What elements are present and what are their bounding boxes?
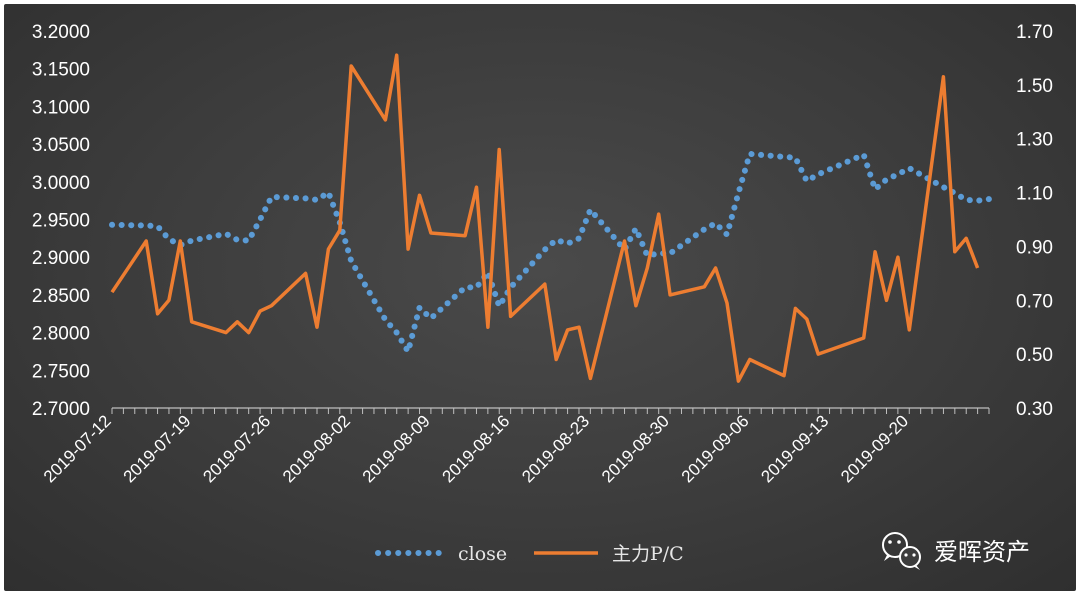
right-y-tick-label: 1.70 [1016,22,1053,43]
left-y-axis-ticks: 3.2000 3.1500 3.1000 3.0500 3.0000 2.9500 2.90… [32,22,90,420]
legend-label-close: close [458,543,507,565]
right-y-tick-label: 0.90 [1016,237,1053,258]
x-tick-label: 2019-07-26 [199,411,274,486]
left-y-tick-label: 2.9500 [32,211,90,232]
left-y-tick-label: 3.2000 [32,22,90,43]
legend-item-pc: 主力P/C [534,543,684,565]
x-tick-label: 2019-09-13 [757,411,832,486]
left-y-tick-label: 2.7000 [32,399,90,420]
left-y-tick-label: 2.8000 [32,324,90,345]
x-axis-ticks: 2019-07-12 2019-07-19 2019-07-26 2019-08-02… [40,411,912,486]
chart-panel: 3.2000 3.1500 3.1000 3.0500 3.0000 2.9500 2.90… [4,4,1076,591]
x-tick-label: 2019-09-06 [678,411,753,486]
series-line-pc [110,53,980,383]
x-tick-label: 2019-08-02 [279,411,354,486]
right-y-tick-label: 1.50 [1016,76,1053,97]
x-tick-label: 2019-08-23 [518,411,593,486]
legend: close 主力P/C [375,543,684,565]
legend-item-close: close [375,543,507,565]
x-tick-label: 2019-08-09 [359,411,434,486]
left-y-tick-label: 2.7500 [32,361,90,382]
x-tick-label: 2019-08-30 [598,411,673,486]
watermark: 爱晖资产 [882,532,1030,570]
left-y-tick-label: 3.0500 [32,135,90,156]
right-y-tick-label: 1.10 [1016,184,1053,205]
left-y-tick-label: 2.8500 [32,286,90,307]
wechat-icon [882,532,921,570]
left-y-tick-label: 3.0000 [32,173,90,194]
right-y-tick-label: 0.50 [1016,345,1053,366]
series-line-close [109,150,992,355]
chart-svg: 3.2000 3.1500 3.1000 3.0500 3.0000 2.9500 2.90… [32,22,1053,570]
left-y-tick-label: 3.1000 [32,97,90,118]
series [109,53,992,383]
x-tick-label: 2019-07-12 [40,411,115,486]
legend-label-pc: 主力P/C [612,543,684,565]
x-tick-label: 2019-07-19 [120,411,195,486]
right-y-tick-label: 0.70 [1016,291,1053,312]
x-tick-label: 2019-08-16 [439,411,514,486]
right-y-tick-label: 0.30 [1016,399,1053,420]
axes [111,407,990,414]
right-y-axis-ticks: 1.70 1.50 1.30 1.10 0.90 0.70 0.50 0.30 [1016,22,1053,420]
x-tick-label: 2019-09-20 [837,411,912,486]
right-y-tick-label: 1.30 [1016,130,1053,151]
watermark-text: 爱晖资产 [934,538,1030,566]
left-y-tick-label: 2.9000 [32,248,90,269]
left-y-tick-label: 3.1500 [32,60,90,81]
